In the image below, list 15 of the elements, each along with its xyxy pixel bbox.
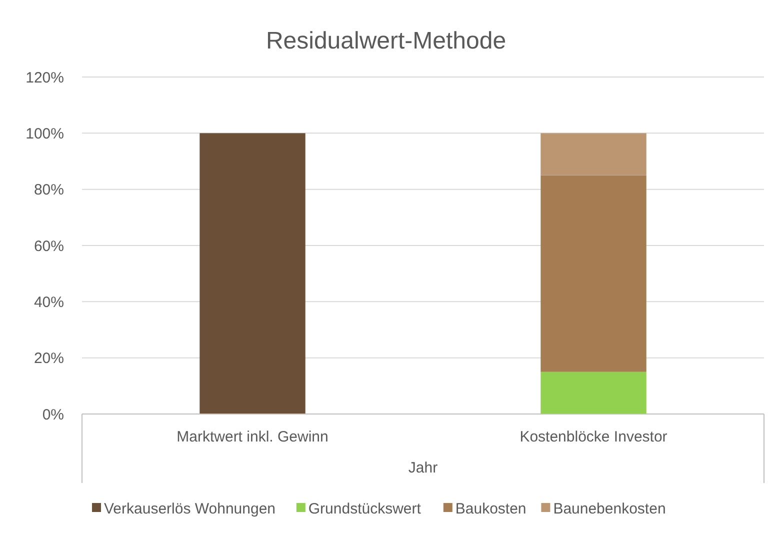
y-tick-label: 40%: [34, 294, 64, 311]
legend-label: Grundstückswert: [308, 500, 422, 518]
x-tick-label: Kostenblöcke Investor: [520, 428, 668, 446]
x-axis-title: Jahr: [408, 459, 438, 476]
y-tick-label: 60%: [34, 238, 64, 255]
y-tick-label: 0%: [42, 406, 64, 424]
chart-title: Residualwert-Methode: [266, 27, 506, 54]
legend-label: Baukosten: [455, 500, 526, 518]
y-tick-label: 80%: [34, 182, 64, 199]
x-tick-label: Marktwert inkl. Gewinn: [176, 428, 328, 446]
y-tick-label: 120%: [26, 69, 64, 86]
legend-label: Verkauserlös Wohnungen: [104, 500, 276, 518]
y-tick-label: 100%: [26, 125, 64, 142]
y-tick-label: 20%: [34, 350, 64, 368]
legend-label: Baunebenkosten: [553, 500, 666, 518]
